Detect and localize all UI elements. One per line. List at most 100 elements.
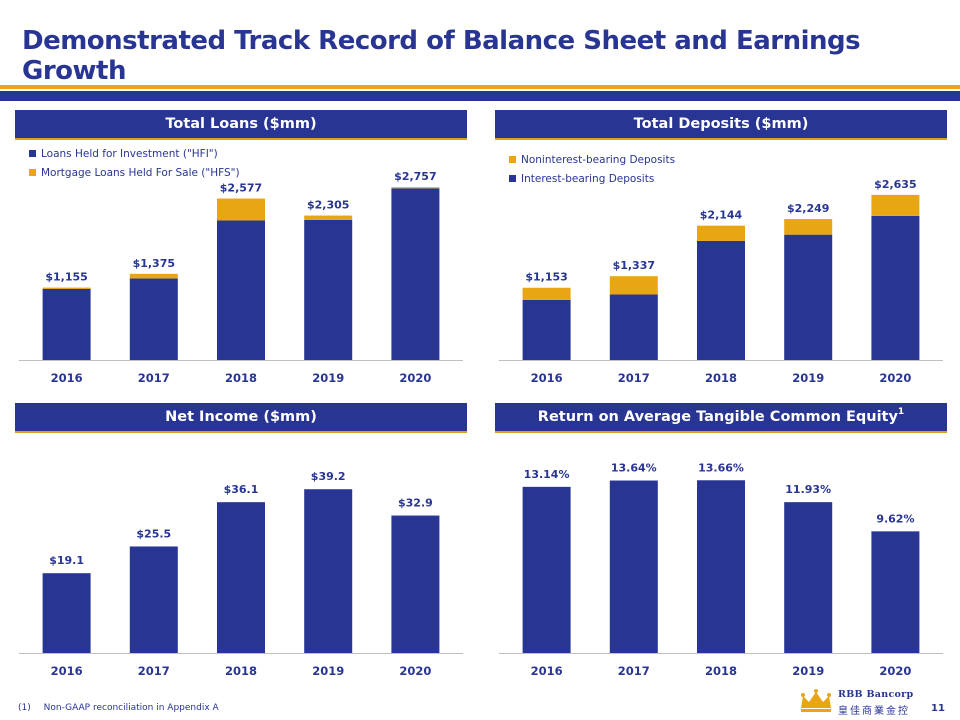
data-label: $36.1 bbox=[224, 483, 259, 496]
x-tick-label: 2017 bbox=[618, 371, 650, 385]
x-tick-label: 2017 bbox=[138, 371, 170, 385]
deposits-panel-header: Total Deposits ($mm) bbox=[495, 110, 947, 140]
loans-chart: Loans Held for Investment ("HFI") Mortgag… bbox=[19, 148, 463, 385]
page-number: 11 bbox=[931, 703, 945, 714]
income-panel-header: Net Income ($mm) bbox=[15, 403, 467, 433]
rbb-logo: RBB Bancorp 皇佳商業金控 bbox=[798, 688, 938, 717]
bar bbox=[42, 573, 91, 653]
bar-segment-primary bbox=[129, 278, 178, 360]
legend-label: Interest-bearing Deposits bbox=[521, 173, 654, 185]
data-label: $2,249 bbox=[787, 202, 829, 215]
bar-segment-secondary bbox=[522, 287, 571, 300]
bar-segment-secondary bbox=[871, 194, 920, 216]
loans-panel-title: Total Loans ($mm) bbox=[165, 116, 317, 132]
bar-segment-primary bbox=[304, 219, 353, 360]
data-label: 13.64% bbox=[611, 462, 657, 475]
x-tick-label: 2016 bbox=[531, 664, 563, 678]
bar bbox=[522, 486, 571, 653]
bar bbox=[697, 480, 745, 653]
legend-swatch bbox=[509, 156, 516, 163]
data-label: $2,757 bbox=[394, 170, 436, 183]
bar-segment-secondary bbox=[304, 215, 353, 220]
bar bbox=[784, 502, 833, 653]
logo-chinese: 皇佳商業金控 bbox=[838, 706, 910, 717]
legend-swatch bbox=[29, 150, 36, 157]
data-label: 13.66% bbox=[698, 461, 744, 474]
title-rule-gold bbox=[0, 85, 960, 89]
bar-segment-primary bbox=[391, 188, 440, 360]
bar-segment-primary bbox=[42, 288, 91, 360]
data-label: $2,305 bbox=[307, 199, 349, 212]
x-tick-label: 2018 bbox=[705, 664, 737, 678]
footnote-text: Non-GAAP reconciliation in Appendix A bbox=[43, 703, 219, 713]
loans-panel-header: Total Loans ($mm) bbox=[15, 110, 467, 140]
bar-segment-secondary bbox=[784, 219, 833, 235]
data-label: 9.62% bbox=[876, 512, 914, 525]
legend-label: Noninterest-bearing Deposits bbox=[521, 154, 675, 166]
data-label: 13.14% bbox=[524, 468, 570, 481]
bar-segment-secondary bbox=[217, 198, 265, 221]
logo-name: RBB Bancorp bbox=[838, 689, 914, 700]
x-tick-label: 2018 bbox=[705, 371, 737, 385]
legend-label: Loans Held for Investment ("HFI") bbox=[41, 148, 218, 160]
bar-segment-primary bbox=[217, 220, 265, 360]
data-label: $1,153 bbox=[525, 271, 567, 284]
x-tick-label: 2017 bbox=[138, 664, 170, 678]
bar bbox=[304, 489, 353, 653]
bar bbox=[129, 546, 178, 653]
bar-segment-primary bbox=[784, 234, 833, 360]
x-tick-label: 2019 bbox=[312, 371, 344, 385]
legend-label: Mortgage Loans Held For Sale ("HFS") bbox=[41, 167, 240, 179]
bar-segment-secondary bbox=[697, 225, 745, 241]
bar-segment-secondary bbox=[391, 187, 440, 189]
data-label: $2,144 bbox=[700, 209, 743, 222]
x-tick-label: 2020 bbox=[399, 664, 431, 678]
x-tick-label: 2019 bbox=[792, 664, 824, 678]
deposits-chart: Noninterest-bearing Deposits Interest-bea… bbox=[499, 154, 943, 385]
data-label: $1,375 bbox=[133, 257, 175, 270]
title-rule-navy bbox=[0, 91, 960, 101]
data-label: $2,577 bbox=[220, 182, 262, 195]
bar-segment-secondary bbox=[129, 273, 178, 279]
x-tick-label: 2020 bbox=[879, 371, 911, 385]
bar bbox=[871, 531, 920, 653]
rotce-panel-title: Return on Average Tangible Common Equity bbox=[537, 409, 898, 425]
bar-segment-secondary bbox=[609, 276, 658, 295]
crown-icon bbox=[801, 689, 831, 712]
deposits-panel-title: Total Deposits ($mm) bbox=[633, 116, 809, 132]
data-label: $32.9 bbox=[398, 497, 433, 510]
x-tick-label: 2019 bbox=[312, 664, 344, 678]
rotce-panel-header: Return on Average Tangible Common Equity… bbox=[495, 403, 947, 433]
x-tick-label: 2018 bbox=[225, 664, 257, 678]
data-label: $39.2 bbox=[311, 470, 346, 483]
footnote: (1) Non-GAAP reconciliation in Appendix … bbox=[18, 703, 219, 713]
x-tick-label: 2017 bbox=[618, 664, 650, 678]
bar-segment-primary bbox=[609, 294, 658, 360]
bar bbox=[609, 480, 658, 653]
bar-segment-secondary bbox=[42, 287, 91, 289]
data-label: $25.5 bbox=[136, 527, 171, 540]
rotce-footnote-mark: 1 bbox=[897, 407, 905, 417]
x-tick-label: 2016 bbox=[51, 371, 83, 385]
x-tick-label: 2019 bbox=[792, 371, 824, 385]
x-tick-label: 2018 bbox=[225, 371, 257, 385]
page-title: Demonstrated Track Record of Balance She… bbox=[22, 26, 861, 86]
x-tick-label: 2016 bbox=[531, 371, 563, 385]
x-tick-label: 2016 bbox=[51, 664, 83, 678]
income-panel-title: Net Income ($mm) bbox=[165, 409, 317, 425]
legend-swatch bbox=[509, 175, 516, 182]
bar-segment-primary bbox=[522, 299, 571, 360]
bar bbox=[217, 502, 265, 653]
data-label: $1,155 bbox=[45, 271, 87, 284]
data-label: $1,337 bbox=[613, 259, 655, 272]
bar bbox=[391, 515, 440, 653]
bar-segment-primary bbox=[697, 240, 745, 360]
x-tick-label: 2020 bbox=[399, 371, 431, 385]
bar-segment-primary bbox=[871, 215, 920, 360]
income-chart: $19.1 2016 $25.5 2017 $36.1 2018 $39.2 2019 $32.… bbox=[19, 470, 463, 678]
data-label: $19.1 bbox=[49, 554, 84, 567]
x-tick-label: 2020 bbox=[879, 664, 911, 678]
data-label: 11.93% bbox=[785, 483, 831, 496]
legend-swatch bbox=[29, 169, 36, 176]
footnote-number: (1) bbox=[18, 703, 31, 713]
